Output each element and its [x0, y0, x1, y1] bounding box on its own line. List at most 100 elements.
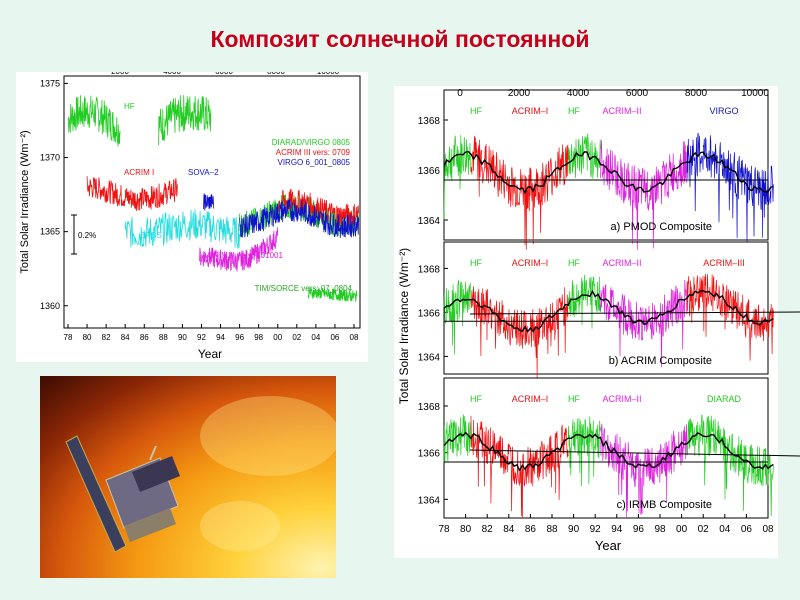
right-toptick-label: 8000 — [685, 88, 708, 99]
right-xtick-label: 84 — [503, 524, 515, 535]
composite-caption: a) PMOD Composite — [611, 221, 712, 233]
right-xtick-label: 08 — [762, 524, 774, 535]
left-ytick-label: 1370 — [40, 153, 60, 163]
left-series-hf-2 — [158, 95, 212, 146]
left-top-ticks: 2000 4000 6000 8000 10000 — [111, 67, 340, 76]
spacecraft-module — [132, 456, 180, 492]
composite-segment-label: ACRIM–I — [512, 394, 549, 404]
trend-extension-lines — [469, 311, 800, 457]
left-label-acrim2: ACRIM II vers: 101001 — [202, 251, 283, 260]
composite-panel-3: 1368 1366 1364 HF ACRIM–I HF ACRIM–II DIARAD c) … — [418, 377, 774, 519]
left-series-hf — [67, 95, 121, 147]
composite-ytick-label: 1366 — [418, 449, 441, 460]
left-xtick-label: 08 — [350, 333, 359, 342]
spacecraft-photo — [40, 376, 336, 578]
left-xtick-label: 06 — [330, 333, 339, 342]
composite-series-segment — [443, 414, 472, 463]
scale-bar-label: 0.2% — [78, 231, 96, 240]
right-xlabel: Year — [595, 538, 622, 553]
right-xtick-label: 92 — [590, 524, 602, 535]
spacecraft-base — [124, 508, 176, 542]
composite-segment-label: DIARAD — [707, 394, 742, 404]
right-panels-group: 1368 1366 1364 HF ACRIM–I HF ACRIM–II VIRGO a) P… — [418, 89, 774, 519]
left-x-ticks: 78 80 82 84 86 88 90 92 94 96 98 00 02 04 06 08 — [64, 324, 359, 342]
left-toptick-label: 8000 — [267, 72, 285, 76]
composite-ytick-label: 1368 — [418, 116, 441, 127]
composite-segment-label: HF — [568, 106, 580, 116]
left-label-virgo: VIRGO 6_001_0805 — [278, 158, 351, 167]
right-xtick-label: 06 — [741, 524, 753, 535]
left-xtick-label: 92 — [197, 333, 206, 342]
composite-panel-1: 1368 1366 1364 HF ACRIM–I HF ACRIM–II VIRGO a) P… — [418, 89, 774, 250]
composite-segment-label: ACRIM–I — [512, 106, 549, 116]
composite-segment-label: ACRIM–I — [512, 258, 549, 268]
left-xtick-label: 84 — [121, 333, 130, 342]
left-xtick-label: 00 — [273, 333, 282, 342]
composite-ytick-label: 1366 — [418, 166, 441, 177]
antenna — [149, 445, 157, 461]
composite-series-segment — [470, 286, 569, 379]
right-toptick-label: 4000 — [567, 88, 590, 99]
left-ytick-label: 1375 — [40, 78, 60, 88]
composite-series-segment — [567, 416, 601, 487]
right-composite-chart: 0 2000 4000 6000 8000 10000 1368 1366 1364 HF ACR… — [394, 86, 778, 558]
left-label-diarad: DIARAD/VIRGO 0805 — [272, 138, 351, 147]
irmb-trend-line — [469, 449, 800, 457]
left-label-sova: SOVA–2 — [188, 168, 219, 177]
right-toptick-label: 10000 — [741, 88, 769, 99]
left-xlabel: Year — [198, 347, 222, 361]
left-ytick-label: 1360 — [40, 301, 60, 311]
right-toptick-label: 6000 — [626, 88, 649, 99]
right-xtick-label: 04 — [719, 524, 731, 535]
left-xtick-label: 96 — [235, 333, 244, 342]
solar-panel — [65, 435, 127, 553]
composite-series-segment — [443, 279, 471, 355]
right-xtick-label: 80 — [460, 524, 472, 535]
composite-caption: b) ACRIM Composite — [609, 355, 712, 367]
sun-flare-2 — [200, 501, 280, 551]
left-series-tim — [307, 286, 358, 302]
left-series-sova — [203, 193, 215, 211]
composite-caption: c) IRMB Composite — [617, 499, 712, 511]
composite-mean-line — [443, 431, 774, 472]
right-xtick-label: 82 — [482, 524, 494, 535]
left-label-tim: TIM/SORCE vers: 07_0804 — [255, 284, 353, 293]
left-xtick-label: 86 — [140, 333, 149, 342]
composite-series-segment — [470, 415, 569, 519]
left-xtick-label: 02 — [292, 333, 301, 342]
right-xtick-label: 88 — [546, 524, 558, 535]
left-toptick-label: 2000 — [111, 72, 129, 76]
left-ylabel: Total Solar Irradiance (Wm⁻²) — [19, 130, 31, 273]
left-xtick-label: 82 — [102, 333, 111, 342]
right-x-ticks: 78 80 82 84 86 88 90 92 94 96 98 00 02 04 06 08 — [438, 514, 774, 535]
composite-segment-label: ACRIM–II — [602, 394, 641, 404]
left-xtick-label: 04 — [311, 333, 320, 342]
spacecraft-illustration — [65, 396, 336, 553]
left-series-acrim2 — [199, 227, 279, 272]
right-xtick-label: 98 — [654, 524, 666, 535]
right-xtick-label: 02 — [698, 524, 710, 535]
left-label-erbs: ERBS — [140, 231, 162, 240]
composite-ytick-label: 1366 — [418, 308, 441, 319]
sun-flare — [200, 396, 336, 476]
left-series-erbs — [124, 208, 240, 249]
composite-ytick-label: 1364 — [418, 352, 441, 363]
slide-title: Композит солнечной постоянной — [210, 26, 590, 52]
left-label-acrim1: ACRIM I — [124, 168, 154, 177]
left-xtick-label: 88 — [159, 333, 168, 342]
left-xtick-label: 78 — [64, 333, 73, 342]
composite-series-segment — [686, 132, 774, 243]
composite-segment-label: ACRIM–II — [602, 106, 641, 116]
composite-segment-label: ACRIM–II — [602, 258, 641, 268]
left-toptick-label: 10000 — [317, 72, 340, 76]
composite-mean-line — [443, 150, 774, 195]
left-series-group — [67, 95, 359, 302]
right-xtick-label: 94 — [611, 524, 623, 535]
acrim-trend-line — [469, 311, 800, 315]
left-label-hf: HF — [124, 102, 135, 111]
composite-ytick-label: 1368 — [418, 402, 441, 413]
composite-series-segment — [600, 423, 688, 518]
right-top-ticks: 0 2000 4000 6000 8000 10000 — [457, 88, 769, 99]
